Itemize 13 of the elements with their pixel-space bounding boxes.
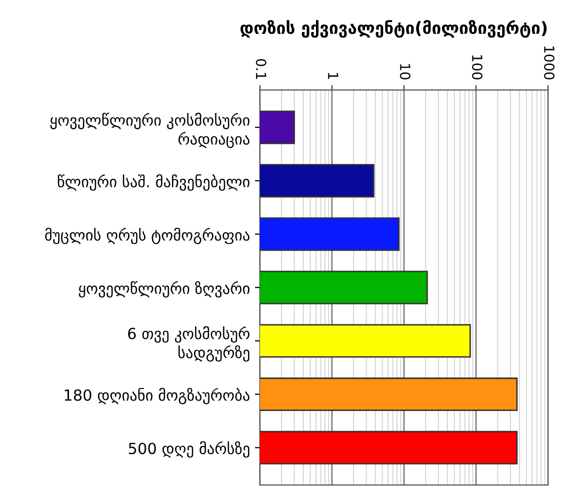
y-tick-label: 6 თვე კოსმოსურ სადგურზე: [128, 326, 250, 362]
y-tick-label: 180 დღიანი მოგზაურობა: [64, 388, 250, 404]
x-tick-label: 10: [400, 64, 410, 80]
y-tick-label: მუცლის ღრუს ტომოგრაფია: [45, 228, 250, 244]
x-tick-label: 1000: [544, 46, 555, 80]
y-tick-label: 500 დღე მარსზე: [128, 441, 250, 458]
x-axis-title: დოზის ექვივალენტი(მილიზივერტი): [240, 20, 547, 38]
x-tick-label: 100: [472, 55, 482, 80]
y-tick-label: წლიური საშ. მაჩვენებელი: [58, 174, 250, 191]
y-tick-label: ყოველწლიური ზღვარი: [78, 281, 250, 298]
x-tick-label: 0.1: [256, 59, 266, 79]
x-tick-label: 1: [328, 72, 338, 79]
y-tick-label: ყოველწლიური კოსმოსური რადიაცია: [50, 112, 250, 148]
